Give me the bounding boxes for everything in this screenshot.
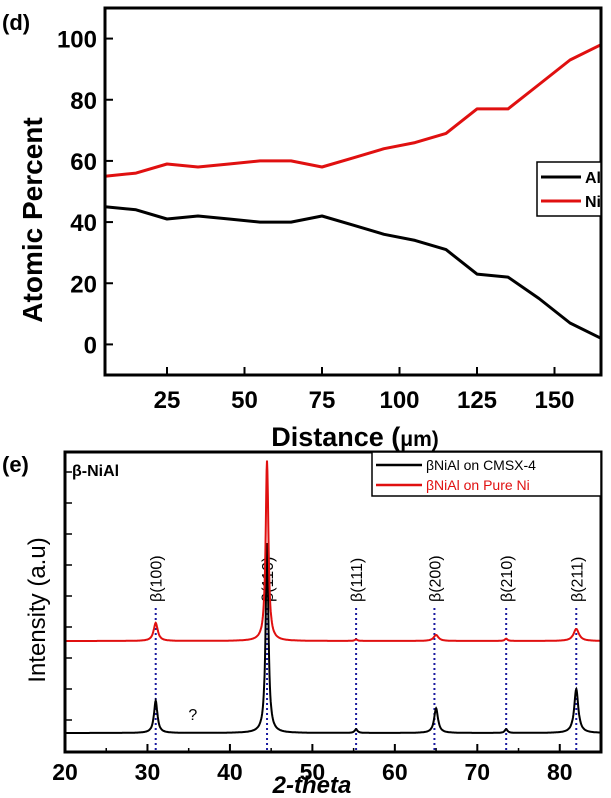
e-xtick-label: 70: [465, 759, 491, 785]
panel-d-series: [104, 43, 602, 340]
d-xtick-label: 50: [231, 387, 258, 414]
panel-e-ylabel: Intensity (a.u): [24, 537, 51, 682]
e-xtick-label: 60: [382, 759, 408, 785]
e-annotation: ?: [188, 707, 197, 724]
panel-e-frame: [63, 450, 603, 754]
panel-d-xlabel-main: Distance (: [271, 422, 400, 452]
e-legend-box: [371, 451, 602, 497]
d-legend-box: [536, 161, 602, 217]
d-legend-label-ni: Ni: [585, 194, 601, 211]
panel-e-legend: βNiAl on CMSX-4 βNiAl on Pure Ni: [371, 451, 602, 497]
e-reference-label: β(211): [569, 557, 586, 602]
e-reference-label: β(100): [149, 555, 166, 602]
panel-e-xlabel: 2-theta: [272, 772, 352, 798]
e-xtick-label: 50: [300, 759, 326, 785]
d-ytick-label: 60: [70, 149, 97, 176]
e-xtick-label: 80: [547, 759, 573, 785]
panel-e: (e) β-NiAl Intensity (a.u) 2-theta 20 30 4…: [2, 450, 603, 798]
panel-e-phase-label: β-NiAl: [72, 463, 119, 480]
e-reference-label: β(200): [427, 555, 444, 602]
e-series-line-1: [65, 460, 601, 642]
panel-d-label: (d): [2, 10, 30, 35]
d-ytick-label: 100: [57, 27, 97, 54]
e-reference-label: β(111): [349, 558, 366, 602]
panel-e-reference-lines: β(100) β(110) β(111) β(200) β(210) β(211)?: [149, 555, 586, 752]
panel-d-ticks: 25 50 75 100 125 150 0 20 40 60 80 100: [57, 27, 575, 414]
panel-d: (d) Atomic Percent Distance (μm) 25 50 75 1…: [2, 6, 603, 452]
e-xtick-label: 30: [135, 759, 161, 785]
panel-e-ticks: 20 30 40 50 60 70 80: [52, 471, 602, 785]
d-series-al-line: [104, 205, 602, 340]
d-xtick-label: 150: [534, 387, 574, 414]
d-xtick-label: 125: [457, 387, 497, 414]
d-ytick-label: 20: [70, 271, 97, 298]
panel-d-frame: [103, 6, 603, 377]
d-legend-label-al: Al: [585, 170, 601, 187]
panel-d-legend: Al Ni: [536, 161, 602, 217]
d-xtick-label: 25: [154, 387, 181, 414]
e-reference-label: β(210): [499, 555, 516, 602]
e-series-line-0: [65, 542, 602, 734]
panel-d-ylabel: Atomic Percent: [17, 117, 48, 322]
panel-d-xlabel-unit: μm: [400, 428, 432, 451]
e-xtick-label: 40: [217, 759, 243, 785]
panel-d-xlabel: Distance (μm): [271, 422, 439, 452]
e-legend-label-1: βNiAl on Pure Ni: [426, 477, 530, 493]
panel-e-label: (e): [2, 452, 29, 477]
d-xtick-label: 75: [309, 387, 336, 414]
e-xtick-label: 20: [52, 759, 78, 785]
d-ytick-label: 0: [84, 332, 97, 359]
panel-e-series: [65, 460, 602, 734]
d-ytick-label: 80: [70, 88, 97, 115]
panel-d-xlabel-close: ): [432, 428, 439, 451]
d-xtick-label: 100: [379, 387, 419, 414]
d-series-ni-line: [104, 43, 602, 178]
d-ytick-label: 40: [70, 210, 97, 237]
e-legend-label-0: βNiAl on CMSX-4: [426, 457, 536, 473]
